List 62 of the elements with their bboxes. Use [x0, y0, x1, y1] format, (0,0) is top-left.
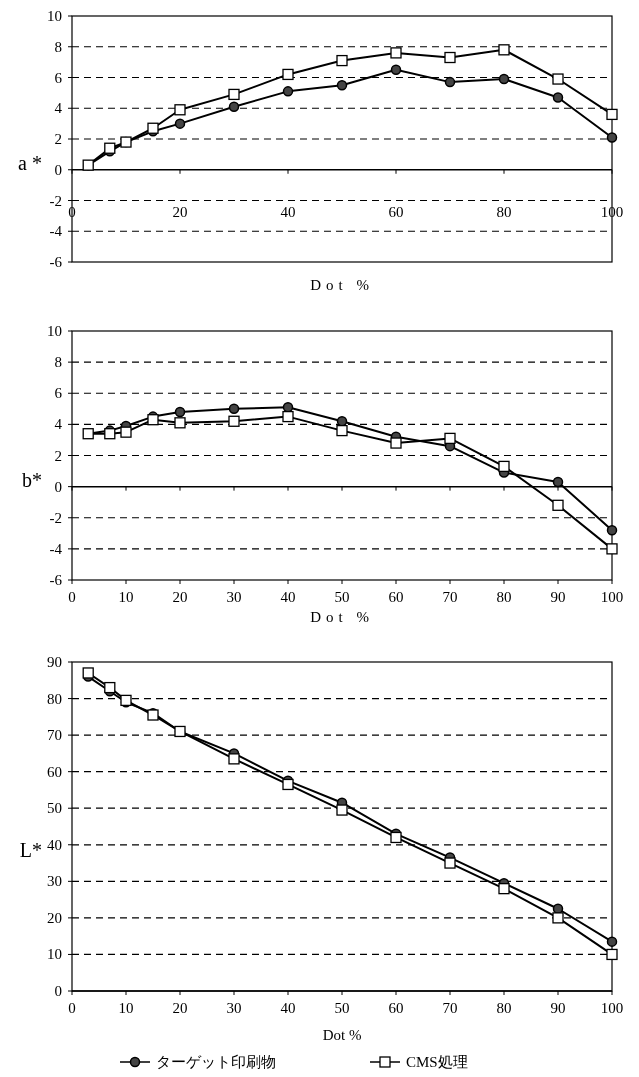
- x-tick-label: 0: [68, 589, 76, 605]
- y-tick-label: -6: [49, 254, 63, 270]
- y-tick-label: 40: [47, 836, 62, 853]
- x-tick-label: 20: [172, 589, 188, 605]
- x-tick-label: 40: [280, 203, 296, 220]
- y-tick-label: -6: [49, 572, 63, 588]
- x-axis-title: Dot %: [322, 1027, 362, 1043]
- x-tick-label: 70: [442, 1000, 458, 1016]
- legend-label: CMS処理: [406, 1054, 468, 1070]
- y-tick-label: 50: [47, 800, 62, 817]
- x-tick-label: 60: [388, 203, 404, 220]
- y-axis-title: b*: [22, 468, 42, 491]
- x-tick-label: 40: [280, 589, 296, 605]
- x-tick-label: 90: [550, 589, 566, 605]
- y-tick-label: 6: [54, 385, 63, 402]
- x-axis-title: Dot %: [310, 277, 374, 293]
- y-tick-label: 2: [54, 131, 62, 147]
- x-tick-label: 0: [68, 1000, 76, 1016]
- x-tick-label: 10: [118, 589, 134, 605]
- y-tick-label: 8: [54, 38, 62, 55]
- y-tick-label: 70: [47, 727, 62, 744]
- x-tick-label: 90: [550, 1000, 566, 1016]
- y-axis-title: a *: [18, 151, 42, 174]
- x-tick-label: 50: [334, 1000, 350, 1016]
- y-tick-label: 30: [47, 873, 62, 890]
- y-tick-label: 0: [54, 161, 62, 178]
- x-tick-label: 30: [226, 589, 242, 605]
- y-tick-label: 4: [54, 100, 63, 117]
- x-axis-title: Dot %: [310, 609, 374, 625]
- y-tick-label: 80: [47, 690, 62, 707]
- x-tick-label: 20: [172, 1000, 188, 1016]
- x-tick-label: 10: [118, 1000, 134, 1016]
- x-tick-label: 60: [388, 589, 404, 605]
- x-tick-label: 70: [442, 589, 458, 605]
- y-tick-label: -2: [49, 509, 62, 526]
- x-tick-label: 20: [172, 203, 188, 220]
- x-tick-label: 30: [226, 1000, 242, 1016]
- y-tick-label: 60: [47, 763, 62, 780]
- x-tick-label: 100: [600, 589, 624, 605]
- y-tick-label: 8: [54, 354, 62, 371]
- y-tick-label: 10: [47, 323, 62, 339]
- y-tick-label: 0: [54, 478, 62, 495]
- x-tick-label: 80: [496, 203, 512, 220]
- y-tick-label: 90: [47, 654, 62, 670]
- x-tick-label: 50: [334, 589, 350, 605]
- y-axis-title: L*: [19, 838, 42, 861]
- y-tick-label: 10: [47, 8, 62, 24]
- legend-label: ターゲット印刷物: [156, 1054, 276, 1070]
- x-tick-label: 80: [496, 589, 512, 605]
- y-tick-label: 4: [54, 416, 63, 433]
- x-tick-label: 100: [600, 1000, 624, 1016]
- y-tick-label: 6: [54, 69, 63, 86]
- y-tick-label: -2: [49, 192, 62, 209]
- y-tick-label: 0: [54, 983, 62, 999]
- y-tick-label: 10: [47, 946, 62, 963]
- y-tick-label: 20: [47, 909, 62, 926]
- x-tick-label: 60: [388, 1000, 404, 1016]
- y-tick-label: -4: [49, 223, 63, 240]
- y-tick-label: 2: [54, 447, 62, 464]
- x-tick-label: 80: [496, 1000, 512, 1016]
- x-tick-label: 40: [280, 1000, 296, 1016]
- y-tick-label: -4: [49, 540, 63, 557]
